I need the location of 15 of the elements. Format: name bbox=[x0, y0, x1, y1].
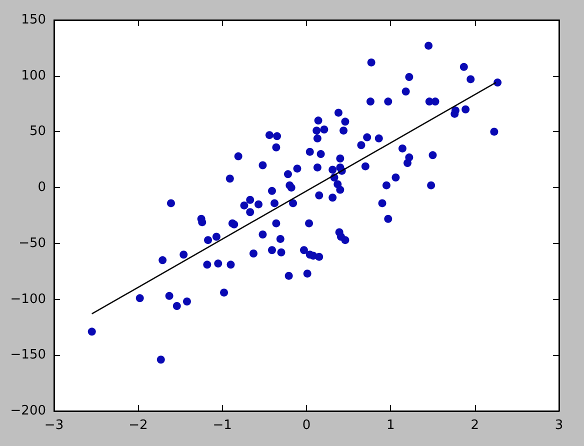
y-tick-label: −200 bbox=[10, 404, 46, 418]
y-tick-label: −150 bbox=[10, 348, 46, 363]
x-tick-label: −1 bbox=[212, 418, 232, 433]
y-tick-label: 50 bbox=[29, 124, 46, 140]
x-tick-label: 2 bbox=[470, 418, 479, 433]
y-tick-label: −100 bbox=[10, 292, 46, 307]
x-tick-label: −2 bbox=[128, 418, 148, 433]
x-tick-label: 3 bbox=[554, 418, 564, 433]
y-tick-label: −50 bbox=[18, 236, 46, 251]
y-tick-label: 100 bbox=[21, 68, 46, 84]
x-tick-label: 1 bbox=[386, 418, 395, 433]
y-tick-label: 150 bbox=[21, 12, 46, 28]
x-tick-label: −3 bbox=[44, 418, 64, 433]
x-tick-label: 0 bbox=[302, 418, 311, 433]
y-tick-label: 0 bbox=[38, 180, 46, 196]
